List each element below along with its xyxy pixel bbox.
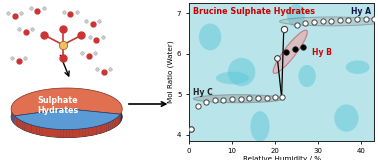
Polygon shape	[102, 124, 104, 133]
Ellipse shape	[193, 95, 284, 103]
Ellipse shape	[273, 30, 307, 73]
Polygon shape	[106, 122, 108, 131]
Polygon shape	[19, 120, 21, 128]
Polygon shape	[37, 126, 39, 135]
Ellipse shape	[228, 58, 255, 86]
Polygon shape	[117, 116, 118, 126]
Polygon shape	[118, 115, 119, 124]
Ellipse shape	[11, 96, 122, 138]
Ellipse shape	[250, 111, 270, 142]
Text: Sulphate
Hydrates: Sulphate Hydrates	[37, 96, 78, 115]
Ellipse shape	[279, 17, 378, 26]
Polygon shape	[108, 122, 110, 130]
Polygon shape	[12, 113, 13, 122]
Polygon shape	[116, 118, 117, 127]
Polygon shape	[13, 114, 14, 123]
Text: Hy C: Hy C	[193, 88, 213, 97]
Polygon shape	[51, 129, 54, 137]
Polygon shape	[64, 130, 67, 138]
Polygon shape	[85, 128, 88, 136]
Polygon shape	[11, 88, 122, 116]
Polygon shape	[29, 124, 31, 133]
Ellipse shape	[334, 104, 358, 132]
Polygon shape	[42, 128, 45, 136]
Polygon shape	[99, 125, 102, 134]
Polygon shape	[70, 129, 73, 138]
Polygon shape	[94, 126, 96, 135]
Polygon shape	[82, 128, 85, 137]
Polygon shape	[27, 123, 29, 132]
Polygon shape	[67, 130, 70, 138]
Polygon shape	[79, 129, 82, 137]
X-axis label: Relative Humidity / %: Relative Humidity / %	[243, 156, 321, 160]
Polygon shape	[112, 120, 114, 129]
Polygon shape	[31, 125, 34, 134]
Polygon shape	[34, 126, 37, 134]
Polygon shape	[73, 129, 76, 137]
Polygon shape	[14, 115, 15, 124]
Polygon shape	[88, 128, 91, 136]
Ellipse shape	[216, 72, 249, 84]
Polygon shape	[15, 116, 16, 125]
Polygon shape	[25, 122, 27, 131]
Polygon shape	[119, 114, 120, 123]
Polygon shape	[39, 127, 42, 136]
Polygon shape	[114, 119, 116, 128]
Y-axis label: Mol Ratio (Water): Mol Ratio (Water)	[167, 41, 174, 103]
Polygon shape	[76, 129, 79, 137]
Ellipse shape	[199, 24, 221, 50]
Polygon shape	[57, 129, 60, 137]
Polygon shape	[13, 114, 14, 123]
Polygon shape	[110, 121, 112, 130]
Ellipse shape	[346, 60, 370, 74]
Polygon shape	[14, 109, 120, 130]
Polygon shape	[45, 128, 48, 136]
Ellipse shape	[287, 4, 305, 27]
Polygon shape	[54, 129, 57, 137]
Ellipse shape	[299, 65, 316, 87]
Text: Hy A: Hy A	[350, 7, 370, 16]
Polygon shape	[48, 128, 51, 137]
Polygon shape	[16, 117, 17, 127]
Polygon shape	[60, 129, 64, 138]
Polygon shape	[96, 126, 99, 134]
Polygon shape	[91, 127, 94, 136]
Text: Brucine Sulphate Hydrates: Brucine Sulphate Hydrates	[193, 7, 315, 16]
Polygon shape	[23, 121, 25, 130]
Polygon shape	[17, 119, 19, 128]
Polygon shape	[21, 120, 23, 129]
Polygon shape	[104, 123, 106, 132]
Text: Hy B: Hy B	[312, 48, 332, 57]
